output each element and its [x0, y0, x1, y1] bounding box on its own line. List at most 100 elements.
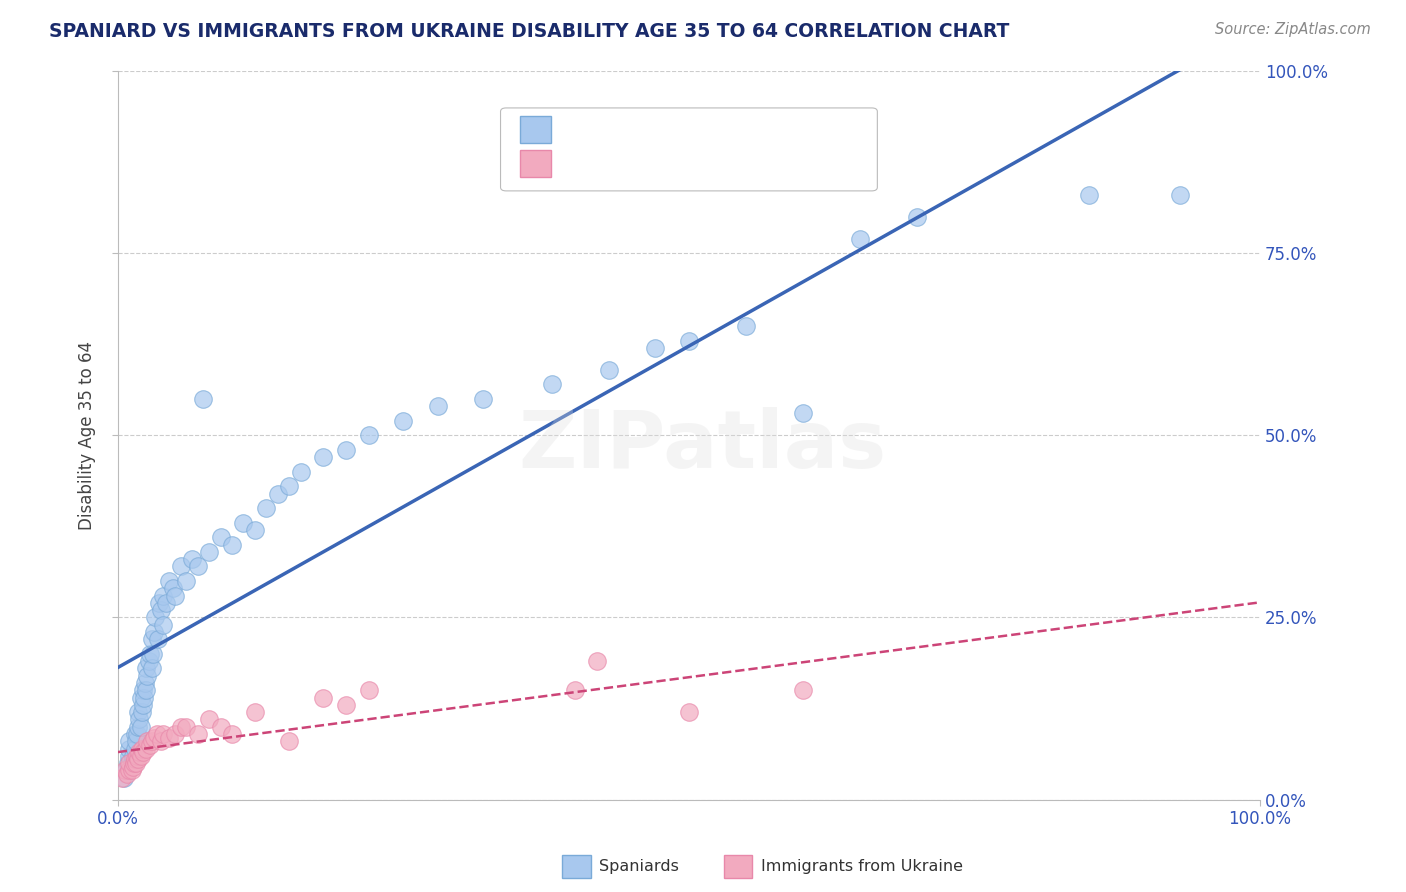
Point	[115, 767, 138, 781]
Point	[312, 690, 335, 705]
Point	[243, 705, 266, 719]
Point	[128, 745, 150, 759]
Point	[121, 756, 143, 770]
Point	[141, 632, 163, 647]
Point	[135, 683, 157, 698]
Point	[254, 501, 277, 516]
Point	[312, 450, 335, 464]
Point	[392, 414, 415, 428]
Y-axis label: Disability Age 35 to 64: Disability Age 35 to 64	[79, 341, 96, 530]
Point	[128, 712, 150, 726]
Point	[540, 377, 562, 392]
Point	[162, 581, 184, 595]
Point	[127, 705, 149, 719]
Point	[114, 764, 136, 778]
Point	[290, 465, 312, 479]
Point	[176, 574, 198, 588]
Point	[124, 727, 146, 741]
Point	[849, 231, 872, 245]
Point	[121, 748, 143, 763]
Point	[157, 731, 180, 745]
Point	[152, 589, 174, 603]
Point	[129, 720, 152, 734]
Text: ZIPatlas: ZIPatlas	[519, 407, 887, 485]
Point	[118, 741, 141, 756]
Point	[267, 486, 290, 500]
Point	[586, 654, 609, 668]
Point	[135, 661, 157, 675]
Point	[152, 617, 174, 632]
Point	[125, 734, 148, 748]
Text: R =  0.114: R = 0.114	[562, 154, 651, 172]
Text: R = 0.607: R = 0.607	[562, 120, 645, 138]
Point	[132, 683, 155, 698]
Point	[181, 552, 204, 566]
Point	[335, 442, 357, 457]
Point	[1077, 187, 1099, 202]
Point	[198, 545, 221, 559]
Point	[131, 705, 153, 719]
Point	[111, 771, 134, 785]
Point	[792, 683, 814, 698]
Point	[122, 756, 145, 770]
Point	[129, 748, 152, 763]
Point	[121, 760, 143, 774]
Point	[678, 705, 700, 719]
Point	[644, 341, 666, 355]
Point	[114, 764, 136, 778]
Point	[143, 731, 166, 745]
Point	[150, 734, 173, 748]
Point	[129, 690, 152, 705]
Text: SPANIARD VS IMMIGRANTS FROM UKRAINE DISABILITY AGE 35 TO 64 CORRELATION CHART: SPANIARD VS IMMIGRANTS FROM UKRAINE DISA…	[49, 22, 1010, 41]
Point	[472, 392, 495, 406]
Point	[135, 741, 157, 756]
Point	[127, 752, 149, 766]
Point	[127, 720, 149, 734]
Point	[136, 734, 159, 748]
Point	[152, 727, 174, 741]
Point	[118, 734, 141, 748]
Point	[169, 720, 191, 734]
Point	[169, 559, 191, 574]
Point	[142, 647, 165, 661]
Point	[209, 720, 232, 734]
Point	[157, 574, 180, 588]
Point	[278, 479, 301, 493]
Point	[209, 530, 232, 544]
Text: N = 41: N = 41	[724, 154, 782, 172]
Point	[132, 745, 155, 759]
Point	[112, 771, 135, 785]
Point	[132, 690, 155, 705]
Point	[134, 676, 156, 690]
Point	[127, 727, 149, 741]
Point	[121, 764, 143, 778]
Point	[141, 661, 163, 675]
Point	[125, 756, 148, 770]
Point	[232, 516, 254, 530]
Point	[163, 727, 186, 741]
Point	[163, 589, 186, 603]
Point	[131, 741, 153, 756]
Point	[735, 318, 758, 333]
Point	[278, 734, 301, 748]
Point	[221, 727, 243, 741]
Point	[138, 654, 160, 668]
Point	[124, 741, 146, 756]
Text: Source: ZipAtlas.com: Source: ZipAtlas.com	[1215, 22, 1371, 37]
Point	[139, 647, 162, 661]
Point	[1168, 187, 1191, 202]
Point	[176, 720, 198, 734]
Point	[187, 727, 209, 741]
Point	[117, 756, 139, 770]
Point	[146, 632, 169, 647]
Point	[905, 210, 928, 224]
Point	[145, 610, 167, 624]
Point	[136, 668, 159, 682]
Text: Spaniards: Spaniards	[599, 859, 679, 873]
Point	[127, 748, 149, 763]
Point	[118, 764, 141, 778]
Point	[426, 399, 449, 413]
Point	[141, 734, 163, 748]
Text: N = 71: N = 71	[724, 120, 782, 138]
Point	[187, 559, 209, 574]
